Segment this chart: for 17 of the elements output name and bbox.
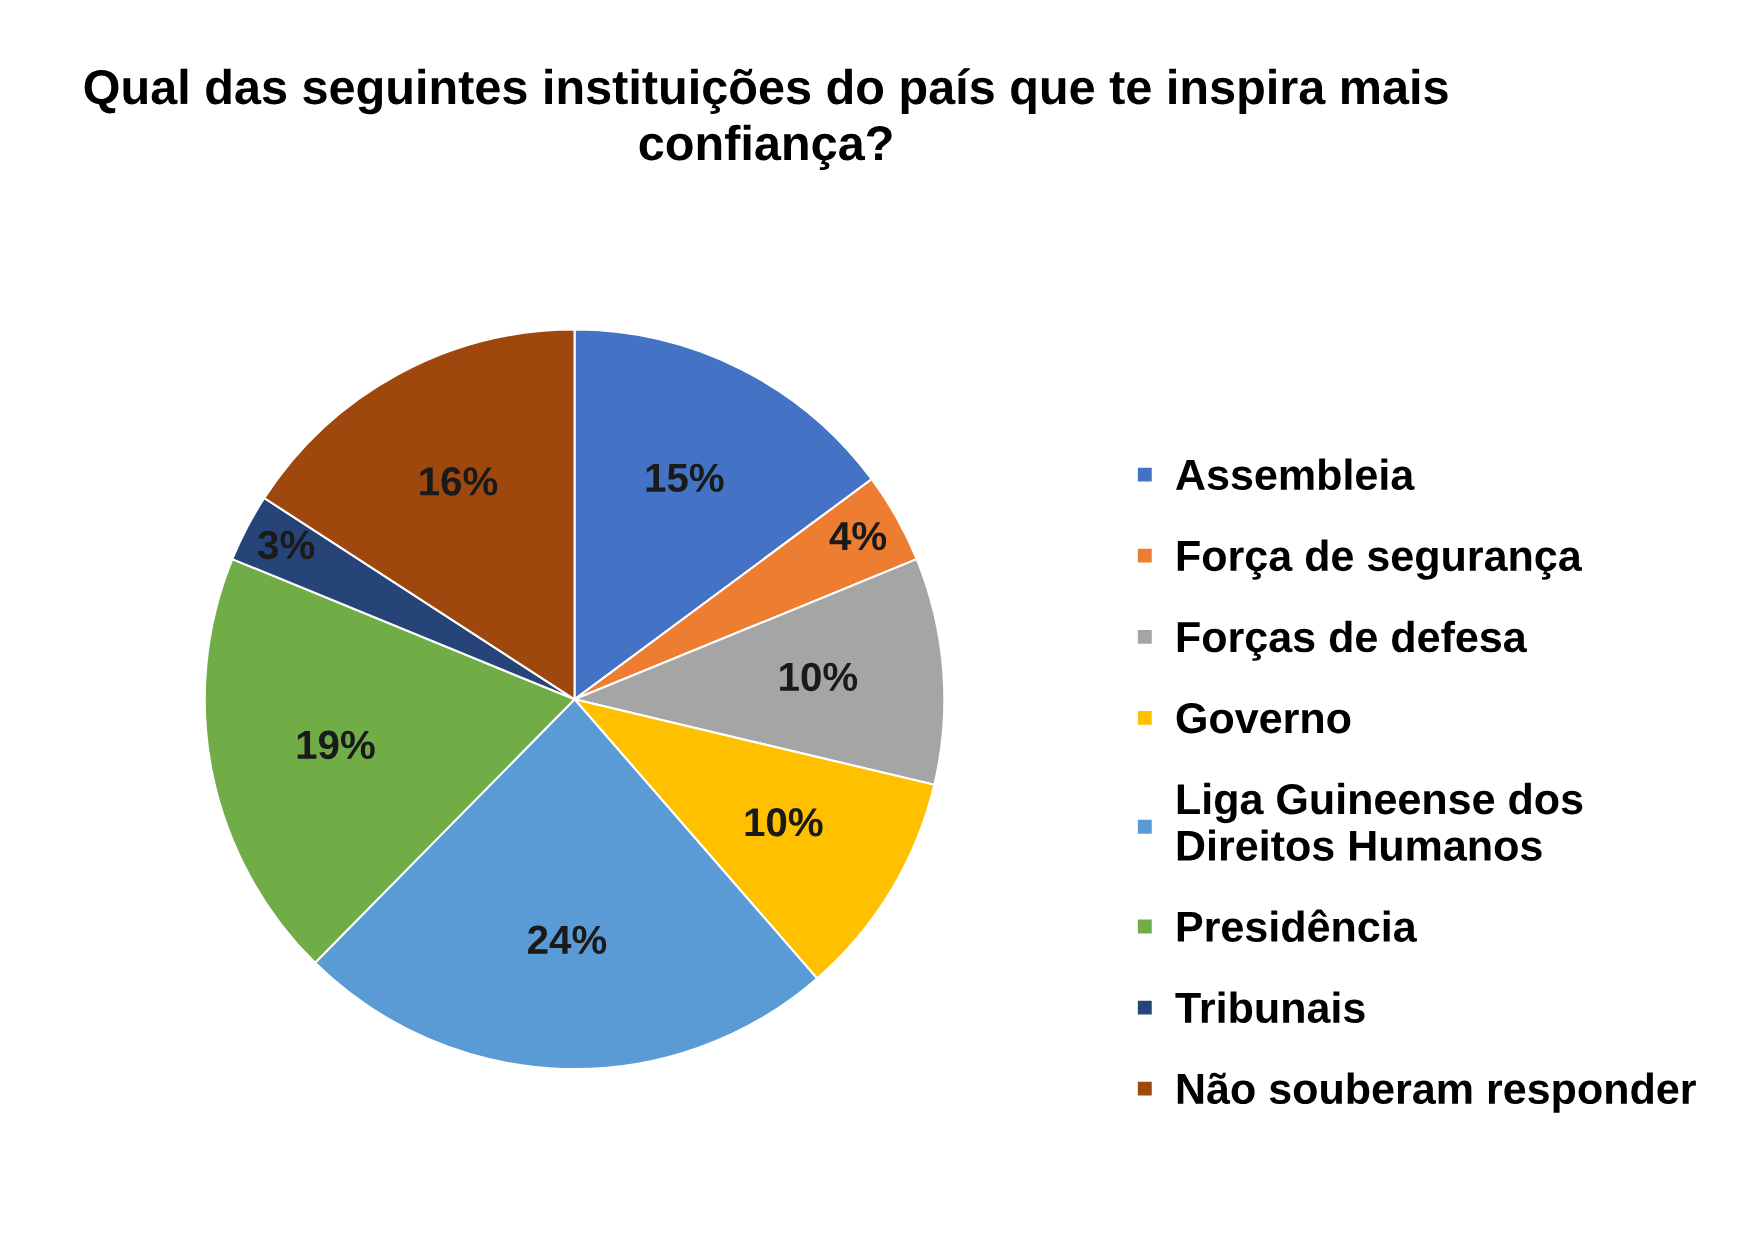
legend-label: Liga Guineense dos Direitos Humanos [1177, 782, 1583, 862]
legend-label: Não souberam responder [1177, 1072, 1696, 1113]
legend-label: Força de segurança [1177, 539, 1582, 580]
data-label: 3% [258, 530, 315, 560]
legend-label: Forças de defesa [1177, 620, 1527, 661]
legend-label: Governo [1176, 702, 1351, 734]
data-label: 10% [780, 662, 858, 692]
data-label: 10% [745, 807, 823, 837]
data-label: 16% [420, 467, 498, 496]
data-label: 19% [297, 730, 375, 760]
chart-title: Qual das seguintes instituições do país que te inspira mais confiança? [84, 68, 1448, 171]
data-label: 24% [528, 925, 607, 954]
legend-label: Tribunais [1175, 991, 1365, 1024]
legend-label: Assembleia [1176, 458, 1415, 491]
data-label: 15% [646, 463, 724, 493]
data-label: 4% [829, 521, 887, 551]
legend-label: Presidência [1177, 909, 1417, 943]
